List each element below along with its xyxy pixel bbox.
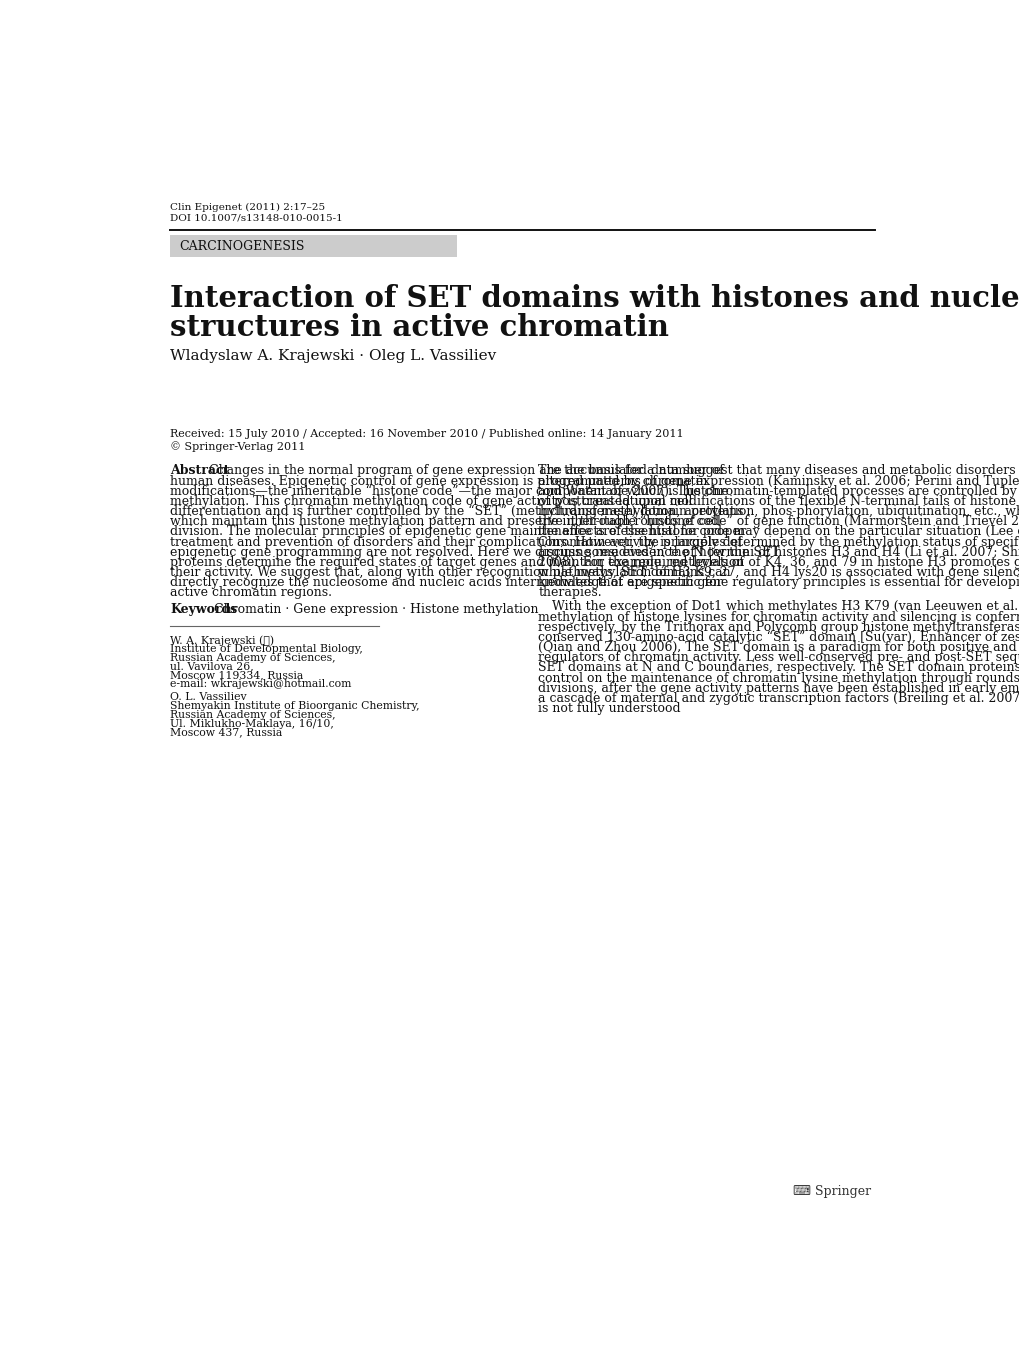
Text: Russian Academy of Sciences,: Russian Academy of Sciences, <box>170 653 335 663</box>
Text: directly recognize the nucleosome and nucleic acids intermediates that are speci: directly recognize the nucleosome and nu… <box>170 576 722 589</box>
Text: respectively, by the Trithorax and Polycomb group histone methyltransferases, co: respectively, by the Trithorax and Polyc… <box>538 621 1019 634</box>
Text: while methylation of H3 K9, 27, and H4 lys20 is associated with gene silencing. : while methylation of H3 K9, 27, and H4 l… <box>538 566 1019 579</box>
Text: epigenetic gene programming are not resolved. Here we discuss some evidence of h: epigenetic gene programming are not reso… <box>170 546 779 558</box>
Text: structures in active chromatin: structures in active chromatin <box>170 313 668 341</box>
Text: of posttrans-lational modifications of the flexible N-terminal tails of histone : of posttrans-lational modifications of t… <box>538 495 1019 508</box>
Text: ul. Vavilova 26,: ul. Vavilova 26, <box>170 661 254 672</box>
Text: regulators of chromatin activity. Less well-conserved pre- and post-SET sequence: regulators of chromatin activity. Less w… <box>538 652 1019 664</box>
Text: Keywords: Keywords <box>170 603 237 615</box>
Text: The accumulated data suggest that many diseases and metabolic disorders are caus: The accumulated data suggest that many d… <box>538 465 1019 477</box>
Text: their activity. We suggest that, along with other recognition pathways, SET doma: their activity. We suggest that, along w… <box>170 566 730 579</box>
Text: ⌨ Springer: ⌨ Springer <box>793 1186 870 1198</box>
Text: Abstract: Abstract <box>170 465 229 477</box>
Text: which maintain this histone methylation pattern and preserve it through rounds o: which maintain this histone methylation … <box>170 515 720 528</box>
Text: the effects of the histone code may depend on the particular situation (Lee et a: the effects of the histone code may depe… <box>538 526 1019 538</box>
Text: W. A. Krajewski (✉): W. A. Krajewski (✉) <box>170 635 274 645</box>
Text: active chromatin regions.: active chromatin regions. <box>170 587 332 599</box>
Text: With the exception of Dot1 which methylates H3 K79 (van Leeuwen et al. 2002), th: With the exception of Dot1 which methyla… <box>551 600 1019 614</box>
Text: Shemyakin Institute of Bioorganic Chemistry,: Shemyakin Institute of Bioorganic Chemis… <box>170 701 420 711</box>
Text: Chromatin activity is largely determined by the methylation status of specific l: Chromatin activity is largely determined… <box>538 535 1019 549</box>
Text: Clin Epigenet (2011) 2:17–25: Clin Epigenet (2011) 2:17–25 <box>170 203 325 211</box>
Text: and Watanabe 2007). The chromatin-templated processes are controlled by a comple: and Watanabe 2007). The chromatin-templa… <box>538 485 1019 497</box>
Text: knowledge of epigenetic gene regulatory principles is essential for developing t: knowledge of epigenetic gene regulatory … <box>538 576 1019 589</box>
Text: 2008). For example, methylation of K4, 36, and 79 in histone H3 promotes gene ac: 2008). For example, methylation of K4, 3… <box>538 556 1019 569</box>
Text: e-mail: wkrajewski@hotmail.com: e-mail: wkrajewski@hotmail.com <box>170 679 352 690</box>
Text: therapies.: therapies. <box>538 587 601 599</box>
Text: CARCINOGENESIS: CARCINOGENESIS <box>179 240 305 252</box>
Text: Moscow 119334, Russia: Moscow 119334, Russia <box>170 671 303 680</box>
Text: methylation of histone lysines for chromatin activity and silencing is conferred: methylation of histone lysines for chrom… <box>538 611 1019 623</box>
Text: divisions, after the gene activity patterns have been established in early embry: divisions, after the gene activity patte… <box>538 682 1019 695</box>
Text: treatment and prevention of disorders and their complications. However, the prin: treatment and prevention of disorders an… <box>170 535 741 549</box>
Text: O. L. Vassiliev: O. L. Vassiliev <box>170 692 247 702</box>
Text: altered patterns of gene expression (Kaminsky et al. 2006; Perini and Tupler 200: altered patterns of gene expression (Kam… <box>538 474 1019 488</box>
Text: the inher-itable “histone code” of gene function (Marmorstein and Trievel 2009),: the inher-itable “histone code” of gene … <box>538 515 1019 528</box>
Text: Received: 15 July 2010 / Accepted: 16 November 2010 / Published online: 14 Janua: Received: 15 July 2010 / Accepted: 16 No… <box>170 430 683 439</box>
FancyBboxPatch shape <box>170 234 457 256</box>
Text: SET domains at N and C boundaries, respectively. The SET domain proteins assume : SET domains at N and C boundaries, respe… <box>538 661 1019 675</box>
Text: control on the maintenance of chromatin lysine methylation through rounds of cel: control on the maintenance of chromatin … <box>538 672 1019 684</box>
Text: differentiation and is further controlled by the “SET” (methyltransferase) domai: differentiation and is further controlle… <box>170 505 743 519</box>
Text: modifications—the inheritable “histone code”—the major component of which is his: modifications—the inheritable “histone c… <box>170 485 729 499</box>
Text: Wladyslaw A. Krajewski · Oleg L. Vassiliev: Wladyslaw A. Krajewski · Oleg L. Vassili… <box>170 350 496 363</box>
Text: Institute of Developmental Biology,: Institute of Developmental Biology, <box>170 644 363 654</box>
Text: a cascade of maternal and zygotic transcription factors (Breiling et al. 2007). : a cascade of maternal and zygotic transc… <box>538 692 1019 705</box>
Text: methylation. This chromatin methylation code of gene activity is created upon ce: methylation. This chromatin methylation … <box>170 495 692 508</box>
Text: Chromatin · Gene expression · Histone methylation: Chromatin · Gene expression · Histone me… <box>214 603 538 615</box>
Text: Changes in the normal program of gene expression are the basis for a number of: Changes in the normal program of gene ex… <box>209 465 723 477</box>
Text: Ul. Miklukho-Maklaya, 16/10,: Ul. Miklukho-Maklaya, 16/10, <box>170 718 333 729</box>
Text: Russian Academy of Sciences,: Russian Academy of Sciences, <box>170 710 335 720</box>
Text: arginine residues in the N termini of histones H3 and H4 (Li et al. 2007; Shilat: arginine residues in the N termini of hi… <box>538 546 1019 558</box>
Text: Interaction of SET domains with histones and nucleic acid: Interaction of SET domains with histones… <box>170 285 1019 313</box>
Text: division. The molecular principles of epigenetic gene maintenance are essential : division. The molecular principles of ep… <box>170 526 745 538</box>
Text: Moscow 437, Russia: Moscow 437, Russia <box>170 728 282 737</box>
Text: proteins determine the required states of target genes and maintain the required: proteins determine the required states o… <box>170 556 743 569</box>
Text: (Qian and Zhou 2006). The SET domain is a paradigm for both positive and negativ: (Qian and Zhou 2006). The SET domain is … <box>538 641 1019 654</box>
Text: conserved 130-amino-acid catalytic “SET” domain [Su(var), Enhancer of zeste, Tri: conserved 130-amino-acid catalytic “SET”… <box>538 631 1019 644</box>
Text: human diseases. Epigenetic control of gene expression is programmed by chromatin: human diseases. Epigenetic control of ge… <box>170 474 707 488</box>
Text: DOI 10.1007/s13148-010-0015-1: DOI 10.1007/s13148-010-0015-1 <box>170 214 342 222</box>
Text: © Springer-Verlag 2011: © Springer-Verlag 2011 <box>170 442 306 453</box>
Text: is not fully understood: is not fully understood <box>538 702 681 715</box>
Text: including methylation, acetylation, phos-phorylation, ubiquitination, etc., whic: including methylation, acetylation, phos… <box>538 505 1019 518</box>
